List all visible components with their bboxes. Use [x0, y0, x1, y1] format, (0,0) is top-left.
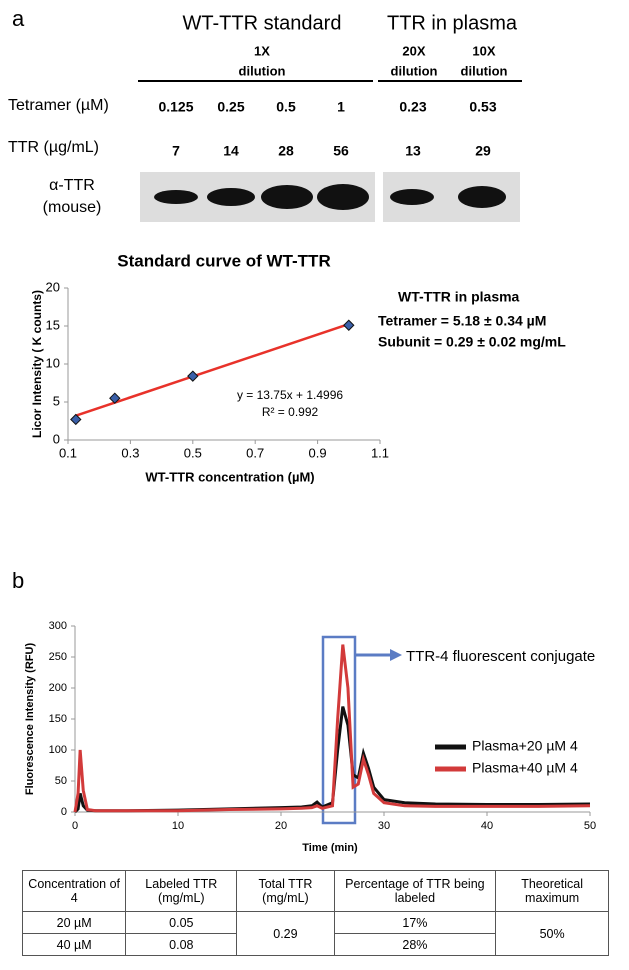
td: 0.05 — [125, 911, 238, 934]
trendline — [75, 322, 350, 417]
series-line — [73, 644, 591, 813]
x-tick-label: 0 — [72, 820, 78, 832]
y-tick-label: 15 — [46, 317, 60, 332]
plasma-line: Tetramer = 5.18 ± 0.34 µM — [378, 313, 546, 329]
td: 28% — [333, 933, 497, 956]
x-tick-label: 0.1 — [59, 445, 77, 460]
dilution: dilution — [461, 63, 508, 78]
x-tick-label: 1.1 — [371, 445, 389, 460]
group-title: TTR in plasma — [387, 12, 518, 34]
row-value: 13 — [405, 143, 421, 159]
row-value: 29 — [475, 143, 491, 159]
dilution: 20X — [402, 43, 425, 58]
x-tick-label: 40 — [481, 820, 493, 832]
dilution: dilution — [239, 63, 286, 78]
x-tick-label: 0.7 — [246, 445, 264, 460]
row-label: Tetramer (µM) — [8, 97, 109, 114]
x-tick-label: 30 — [378, 820, 390, 832]
td: 40 µM — [21, 933, 127, 956]
point — [343, 319, 355, 331]
panel-label: a — [12, 6, 25, 31]
th: Percentage of TTR being labeled — [333, 870, 497, 912]
row-value: 14 — [223, 143, 239, 159]
x-tick-label: 0.9 — [309, 445, 327, 460]
result-table: Concentration of 4 Labeled TTR (mg/mL) Tot… — [21, 870, 609, 956]
y-axis-label: Licor Intensity ( K counts) — [30, 290, 44, 438]
plasma-title: WT-TTR in plasma — [398, 289, 520, 305]
blot-label: (mouse) — [43, 199, 102, 216]
y-tick-label: 300 — [49, 620, 67, 632]
row-value: 0.23 — [399, 99, 426, 115]
row-label: TTR (µg/mL) — [8, 139, 99, 156]
x-tick-label: 20 — [275, 820, 287, 832]
td: 17% — [333, 911, 497, 934]
band — [390, 189, 434, 205]
point — [187, 370, 199, 382]
fit-r2: R² = 0.992 — [262, 405, 319, 419]
fit-equation: y = 13.75x + 1.4996 — [237, 388, 343, 402]
y-tick-label: 250 — [49, 651, 67, 663]
y-tick-label: 10 — [46, 355, 60, 370]
row-value: 28 — [278, 143, 294, 159]
band — [458, 186, 506, 208]
legend-label: Plasma+20 µM 4 — [472, 738, 578, 754]
band — [317, 184, 369, 210]
annotation: TTR-4 fluorescent conjugate — [406, 648, 595, 665]
y-tick-label: 20 — [46, 279, 60, 294]
dilution: 1X — [254, 43, 270, 58]
y-tick-label: 50 — [55, 775, 67, 787]
y-tick-label: 100 — [49, 744, 67, 756]
y-tick-label: 5 — [53, 393, 60, 408]
td: 0.29 — [236, 911, 335, 956]
row-value: 7 — [172, 143, 180, 159]
row-value: 0.25 — [217, 99, 244, 115]
row-value: 1 — [337, 99, 345, 115]
th: Theoretical maximum — [495, 870, 609, 912]
x-tick-label: 0.3 — [121, 445, 139, 460]
band — [261, 185, 313, 209]
legend-label: Plasma+40 µM 4 — [472, 760, 578, 776]
arrow-head — [390, 649, 402, 661]
point — [109, 392, 121, 404]
td: 20 µM — [21, 911, 127, 934]
y-tick-label: 0 — [61, 806, 67, 818]
th: Concentration of 4 — [21, 870, 127, 912]
point — [70, 413, 82, 426]
y-tick-label: 150 — [49, 713, 67, 725]
x-axis-label: WT-TTR concentration (µM) — [145, 469, 314, 484]
row-value: 0.53 — [469, 99, 496, 115]
y-tick-label: 200 — [49, 682, 67, 694]
x-tick-label: 50 — [584, 820, 596, 832]
row-value: 56 — [333, 143, 349, 159]
row-value: 0.125 — [158, 99, 193, 115]
panel-label: b — [12, 568, 24, 593]
band — [207, 188, 255, 206]
th: Labeled TTR (mg/mL) — [125, 870, 238, 912]
dilution: 10X — [472, 43, 495, 58]
plasma-line: Subunit = 0.29 ± 0.02 mg/mL — [378, 334, 566, 350]
x-tick-label: 10 — [172, 820, 184, 832]
band — [154, 190, 198, 204]
chart-title: Standard curve of WT-TTR — [117, 251, 330, 270]
td: 0.08 — [125, 933, 238, 956]
row-value: 0.5 — [276, 99, 296, 115]
x-axis-label: Time (min) — [302, 842, 358, 854]
x-tick-label: 0.5 — [184, 445, 202, 460]
dilution: dilution — [391, 63, 438, 78]
td: 50% — [495, 911, 609, 956]
group-title: WT-TTR standard — [183, 12, 342, 34]
y-axis-label: Fluorescence Intensity (RFU) — [24, 643, 36, 796]
th: Total TTR (mg/mL) — [236, 870, 335, 912]
y-tick-label: 0 — [53, 431, 60, 446]
blot-label: α-TTR — [49, 177, 95, 194]
highlight-box — [321, 635, 357, 825]
row-values: 0.125 0.25 0.5 1 0.23 0.53 7 14 28 56 13 29 — [158, 99, 496, 159]
